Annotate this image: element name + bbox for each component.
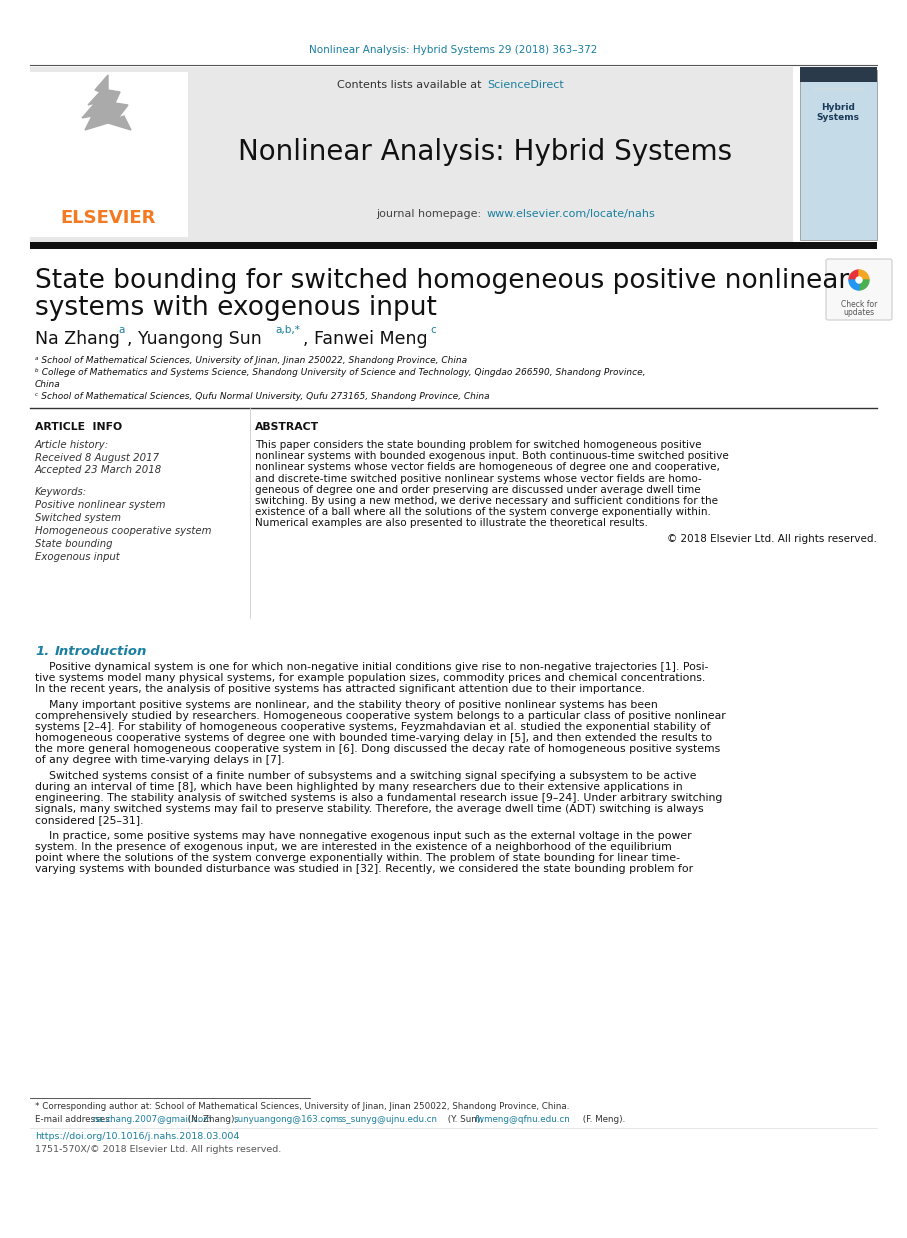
Text: sunyuangong@163.com: sunyuangong@163.com — [233, 1115, 339, 1124]
Text: engineering. The stability analysis of switched systems is also a fundamental re: engineering. The stability analysis of s… — [35, 794, 722, 803]
Text: Hybrid: Hybrid — [821, 103, 855, 111]
Text: updates: updates — [844, 308, 874, 317]
Text: State bounding: State bounding — [35, 539, 112, 548]
Text: www.elsevier.com/locate/nahs: www.elsevier.com/locate/nahs — [487, 209, 656, 219]
Text: This paper considers the state bounding problem for switched homogeneous positiv: This paper considers the state bounding … — [255, 439, 701, 449]
Text: journal homepage:: journal homepage: — [376, 209, 485, 219]
Text: ELSEVIER: ELSEVIER — [60, 209, 156, 227]
Text: c: c — [430, 326, 435, 335]
Text: In the recent years, the analysis of positive systems has attracted significant : In the recent years, the analysis of pos… — [35, 685, 645, 695]
Text: 1.: 1. — [35, 645, 49, 659]
Text: Numerical examples are also presented to illustrate the theoretical results.: Numerical examples are also presented to… — [255, 519, 648, 529]
Text: (F. Meng).: (F. Meng). — [580, 1115, 625, 1124]
Text: signals, many switched systems may fail to preserve stability. Therefore, the av: signals, many switched systems may fail … — [35, 803, 704, 815]
Text: ,: , — [327, 1115, 335, 1124]
Text: comprehensively studied by researchers. Homogeneous cooperative system belongs t: comprehensively studied by researchers. … — [35, 711, 726, 721]
Text: * Corresponding author at: School of Mathematical Sciences, University of Jinan,: * Corresponding author at: School of Mat… — [35, 1102, 570, 1110]
Text: Positive nonlinear system: Positive nonlinear system — [35, 500, 165, 510]
Text: na.zhang.2007@gmail.com: na.zhang.2007@gmail.com — [92, 1115, 211, 1124]
Text: Homogeneous cooperative system: Homogeneous cooperative system — [35, 526, 211, 536]
Text: Switched system: Switched system — [35, 513, 121, 522]
Text: a: a — [118, 326, 124, 335]
Text: Positive dynamical system is one for which non-negative initial conditions give : Positive dynamical system is one for whi… — [35, 662, 708, 672]
Text: nonlinear systems with bounded exogenous input. Both continuous-time switched po: nonlinear systems with bounded exogenous… — [255, 451, 728, 462]
Text: nonlinear systems whose vector fields are homogeneous of degree one and cooperat: nonlinear systems whose vector fields ar… — [255, 463, 720, 473]
Text: switching. By using a new method, we derive necessary and sufficient conditions : switching. By using a new method, we der… — [255, 496, 718, 506]
Text: Na Zhang: Na Zhang — [35, 331, 120, 348]
Text: tive systems model many physical systems, for example population sizes, commodit: tive systems model many physical systems… — [35, 673, 706, 683]
Text: China: China — [35, 380, 61, 389]
Text: Switched systems consist of a finite number of subsystems and a switching signal: Switched systems consist of a finite num… — [35, 771, 697, 781]
Text: Systems: Systems — [816, 114, 860, 123]
Wedge shape — [859, 280, 869, 290]
Wedge shape — [849, 280, 859, 290]
Text: point where the solutions of the system converge exponentially within. The probl: point where the solutions of the system … — [35, 853, 680, 863]
Text: Introduction: Introduction — [55, 645, 147, 659]
Text: of any degree with time-varying delays in [7].: of any degree with time-varying delays i… — [35, 755, 285, 765]
Bar — [800, 71, 877, 240]
Wedge shape — [849, 270, 859, 280]
Wedge shape — [859, 270, 869, 280]
Text: system. In the presence of exogenous input, we are interested in the existence o: system. In the presence of exogenous inp… — [35, 842, 672, 852]
Text: a,b,*: a,b,* — [275, 326, 300, 335]
Text: E-mail addresses:: E-mail addresses: — [35, 1115, 115, 1124]
Text: (Y. Sun),: (Y. Sun), — [445, 1115, 485, 1124]
Text: Received 8 August 2017: Received 8 August 2017 — [35, 453, 159, 463]
Bar — [30, 67, 793, 241]
Text: , Fanwei Meng: , Fanwei Meng — [303, 331, 427, 348]
Text: ᵇ College of Mathematics and Systems Science, Shandong University of Science and: ᵇ College of Mathematics and Systems Sci… — [35, 368, 646, 378]
Text: the more general homogeneous cooperative system in [6]. Dong discussed the decay: the more general homogeneous cooperative… — [35, 744, 720, 754]
Text: ᶜ School of Mathematical Sciences, Qufu Normal University, Qufu 273165, Shandong: ᶜ School of Mathematical Sciences, Qufu … — [35, 392, 490, 401]
Text: systems [2–4]. For stability of homogeneous cooperative systems, Feyzmahdavian e: systems [2–4]. For stability of homogene… — [35, 722, 710, 732]
Text: during an interval of time [8], which have been highlighted by many researchers : during an interval of time [8], which ha… — [35, 782, 683, 792]
Text: varying systems with bounded disturbance was studied in [32]. Recently, we consi: varying systems with bounded disturbance… — [35, 864, 693, 874]
Text: fwmeng@qfnu.edu.cn: fwmeng@qfnu.edu.cn — [475, 1115, 571, 1124]
Text: Contents lists available at: Contents lists available at — [337, 80, 485, 90]
Text: Nonlinear Analysis: Hybrid Systems: Nonlinear Analysis: Hybrid Systems — [238, 137, 732, 166]
Text: https://doi.org/10.1016/j.nahs.2018.03.004: https://doi.org/10.1016/j.nahs.2018.03.0… — [35, 1132, 239, 1141]
Text: © 2018 Elsevier Ltd. All rights reserved.: © 2018 Elsevier Ltd. All rights reserved… — [668, 534, 877, 543]
Text: Many important positive systems are nonlinear, and the stability theory of posit: Many important positive systems are nonl… — [35, 699, 658, 711]
Polygon shape — [82, 76, 131, 130]
Text: ScienceDirect: ScienceDirect — [487, 80, 564, 90]
Text: systems with exogenous input: systems with exogenous input — [35, 295, 437, 321]
Text: homogeneous cooperative systems of degree one with bounded time-varying delay in: homogeneous cooperative systems of degre… — [35, 733, 712, 743]
Bar — [30, 241, 877, 249]
Text: Keywords:: Keywords: — [35, 487, 87, 496]
Text: (N. Zhang),: (N. Zhang), — [185, 1115, 239, 1124]
Circle shape — [856, 277, 862, 284]
Text: ARTICLE  INFO: ARTICLE INFO — [35, 422, 122, 432]
Text: considered [25–31].: considered [25–31]. — [35, 815, 143, 825]
Text: Exogenous input: Exogenous input — [35, 552, 120, 562]
Text: State bounding for switched homogeneous positive nonlinear: State bounding for switched homogeneous … — [35, 267, 849, 293]
Text: , Yuangong Sun: , Yuangong Sun — [127, 331, 262, 348]
Text: Check for: Check for — [841, 300, 877, 310]
FancyBboxPatch shape — [826, 259, 892, 319]
Text: geneous of degree one and order preserving are discussed under average dwell tim: geneous of degree one and order preservi… — [255, 485, 700, 495]
Bar — [30, 72, 188, 236]
Text: Nonlinear Analysis: Hybrid Systems 29 (2018) 363–372: Nonlinear Analysis: Hybrid Systems 29 (2… — [308, 45, 597, 54]
Bar — [800, 67, 877, 82]
Text: ABSTRACT: ABSTRACT — [255, 422, 319, 432]
Text: Accepted 23 March 2018: Accepted 23 March 2018 — [35, 465, 162, 475]
Text: In practice, some positive systems may have nonnegative exogenous input such as : In practice, some positive systems may h… — [35, 831, 692, 841]
Text: 1751-570X/© 2018 Elsevier Ltd. All rights reserved.: 1751-570X/© 2018 Elsevier Ltd. All right… — [35, 1145, 281, 1154]
Text: Article history:: Article history: — [35, 439, 109, 449]
Text: ᵃ School of Mathematical Sciences, University of Jinan, Jinan 250022, Shandong P: ᵃ School of Mathematical Sciences, Unive… — [35, 357, 467, 365]
Text: existence of a ball where all the solutions of the system converge exponentially: existence of a ball where all the soluti… — [255, 508, 711, 517]
Text: and discrete-time switched positive nonlinear systems whose vector fields are ho: and discrete-time switched positive nonl… — [255, 474, 702, 484]
Text: Nonlinear Analysis: Nonlinear Analysis — [814, 88, 863, 93]
Text: ss_sunyg@ujnu.edu.cn: ss_sunyg@ujnu.edu.cn — [337, 1115, 437, 1124]
